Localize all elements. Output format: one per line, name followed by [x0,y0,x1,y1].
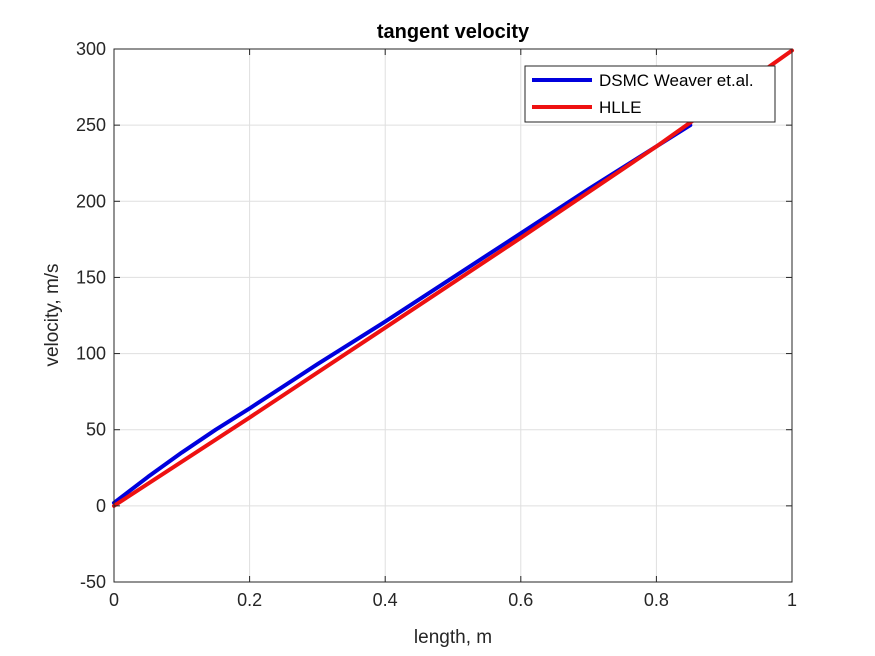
x-tick-label: 0.8 [644,590,669,610]
x-tick-label: 0.6 [508,590,533,610]
legend-label-dsmc: DSMC Weaver et.al. [599,71,754,90]
grid-lines [114,49,792,582]
plot-frame [113,48,793,583]
y-axis-label: velocity, m/s [42,263,63,366]
y-tick-label: 0 [96,496,106,516]
x-tick-label: 1 [787,590,797,610]
series-lines [112,48,794,508]
series-line-dsmc [112,123,693,505]
y-tick-label: -50 [80,572,106,592]
legend-box [524,65,776,123]
x-tick-label: 0 [109,590,119,610]
y-tick-label: 300 [76,39,106,59]
y-tick-label: 100 [76,344,106,364]
x-tick-label: 0.2 [237,590,262,610]
x-axis-label: length, m [414,627,492,648]
y-tick-label: 250 [76,115,106,135]
series-line-hlle [112,48,794,508]
y-tick-label: 50 [86,420,106,440]
chart-title: tangent velocity [377,21,530,43]
legend-label-hlle: HLLE [599,98,642,117]
plot-area [114,49,792,582]
y-tick-label: 150 [76,267,106,287]
y-tick-label: 200 [76,191,106,211]
legend: DSMC Weaver et.al. HLLE [524,65,776,123]
x-tick-label: 0.4 [373,590,398,610]
